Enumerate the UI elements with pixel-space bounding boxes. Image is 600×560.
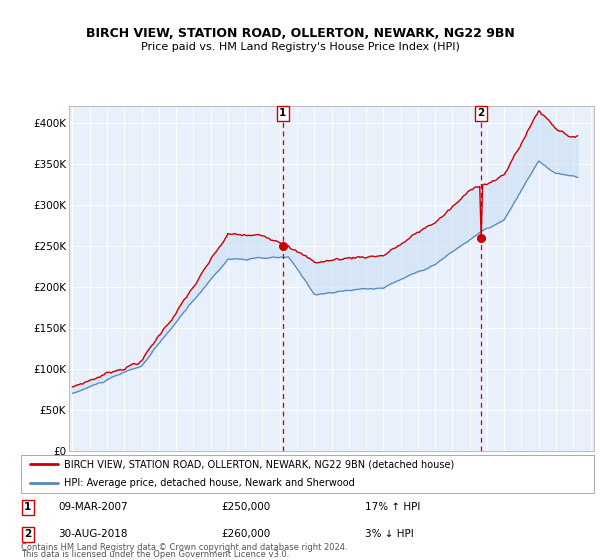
Text: 30-AUG-2018: 30-AUG-2018: [58, 529, 128, 539]
Text: 1: 1: [24, 502, 32, 512]
Text: HPI: Average price, detached house, Newark and Sherwood: HPI: Average price, detached house, Newa…: [64, 478, 355, 488]
Text: BIRCH VIEW, STATION ROAD, OLLERTON, NEWARK, NG22 9BN (detached house): BIRCH VIEW, STATION ROAD, OLLERTON, NEWA…: [64, 459, 454, 469]
Text: 1: 1: [279, 108, 286, 118]
Text: 2: 2: [478, 108, 485, 118]
Text: 17% ↑ HPI: 17% ↑ HPI: [365, 502, 420, 512]
Text: £250,000: £250,000: [221, 502, 271, 512]
Text: 09-MAR-2007: 09-MAR-2007: [58, 502, 128, 512]
Text: £260,000: £260,000: [221, 529, 271, 539]
Text: Price paid vs. HM Land Registry's House Price Index (HPI): Price paid vs. HM Land Registry's House …: [140, 42, 460, 52]
Text: BIRCH VIEW, STATION ROAD, OLLERTON, NEWARK, NG22 9BN: BIRCH VIEW, STATION ROAD, OLLERTON, NEWA…: [86, 27, 514, 40]
Text: 3% ↓ HPI: 3% ↓ HPI: [365, 529, 413, 539]
Text: 2: 2: [24, 529, 32, 539]
Text: Contains HM Land Registry data © Crown copyright and database right 2024.: Contains HM Land Registry data © Crown c…: [21, 543, 347, 553]
Text: This data is licensed under the Open Government Licence v3.0.: This data is licensed under the Open Gov…: [21, 550, 289, 559]
